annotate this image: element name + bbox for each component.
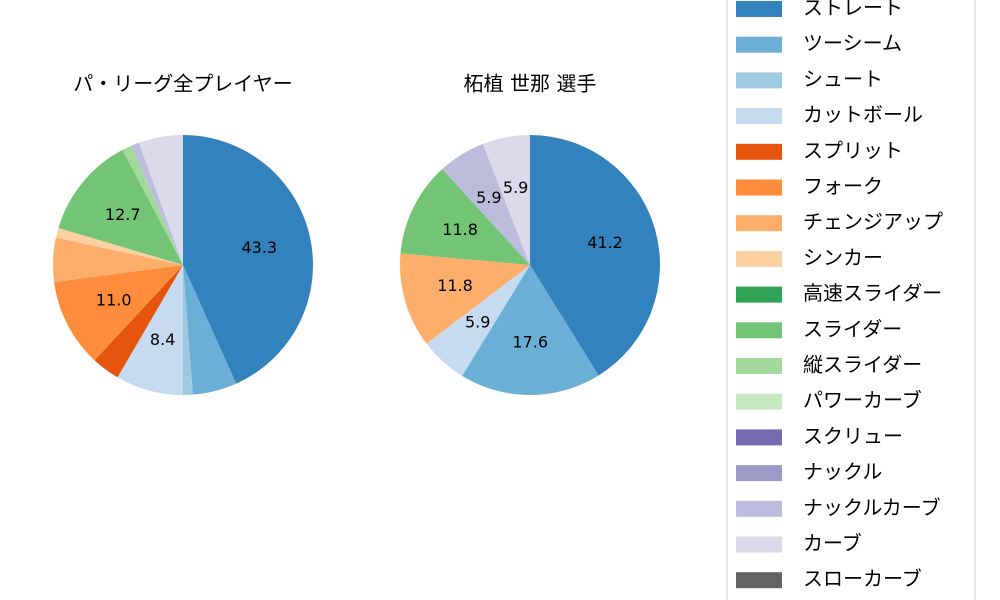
legend-swatch	[736, 500, 782, 517]
legend-label: カーブ	[803, 531, 862, 555]
data-label: 5.9	[503, 178, 528, 197]
data-label: 43.3	[241, 238, 277, 257]
pie-slice	[399, 253, 530, 344]
legend-label: シュート	[803, 67, 883, 91]
data-label: 11.8	[437, 276, 473, 295]
legend-swatch	[736, 536, 782, 553]
legend-swatch	[736, 1, 782, 17]
data-label: 8.4	[150, 330, 175, 349]
legend-swatch	[736, 108, 782, 125]
data-label: 5.9	[465, 312, 490, 331]
pie-slice	[183, 135, 313, 384]
pie-slice	[426, 265, 530, 376]
pie-slice	[131, 142, 183, 265]
legend-swatch	[736, 322, 782, 339]
legend-label: カットボール	[803, 103, 923, 127]
legend-label: 高速スライダー	[803, 281, 942, 305]
legend-label: フォーク	[803, 174, 883, 198]
legend-swatch	[736, 179, 782, 196]
pie-slice	[442, 143, 530, 265]
legend-swatch	[736, 465, 782, 482]
data-label: 12.7	[105, 205, 141, 224]
legend-label: 縦スライダー	[803, 353, 922, 377]
pie-slice	[530, 135, 660, 376]
pie-slice	[482, 135, 530, 265]
pie-slice	[55, 227, 184, 265]
legend-label: スライダー	[803, 317, 902, 341]
pie-slice	[54, 265, 184, 361]
data-label: 41.2	[587, 233, 623, 252]
data-label: 5.9	[476, 188, 501, 207]
pie-slice	[117, 265, 183, 395]
pie-slice	[400, 169, 530, 265]
pie-slice	[462, 265, 599, 395]
pie-slice	[138, 135, 183, 265]
legend-label: チェンジアップ	[803, 210, 943, 234]
legend-swatch	[736, 572, 782, 589]
legend-label: ナックルカーブ	[803, 495, 941, 519]
legend-label: ストレート	[803, 0, 903, 20]
data-label: 11.0	[96, 290, 132, 309]
legend-swatch	[736, 143, 782, 160]
data-label: 17.6	[512, 332, 548, 351]
legend-swatch	[736, 250, 782, 267]
pie-slice	[94, 265, 183, 378]
legend-swatch	[736, 286, 782, 303]
legend-label: スプリット	[803, 138, 903, 162]
legend-label: スクリュー	[803, 424, 903, 448]
data-label: 11.8	[442, 220, 478, 239]
legend-label: シンカー	[803, 245, 883, 269]
legend-swatch	[736, 36, 782, 53]
legend-swatch	[736, 429, 782, 446]
pie-slice	[53, 237, 184, 283]
pie-slice	[122, 145, 183, 265]
chart-title: 柘植 世那 選手	[464, 72, 597, 96]
pie-slice	[183, 265, 193, 395]
legend-swatch	[736, 358, 782, 374]
legend-label: ナックル	[803, 460, 882, 484]
legend-label: パワーカーブ	[803, 388, 922, 412]
legend-swatch	[736, 72, 782, 89]
legend-swatch	[736, 393, 782, 410]
pie-slice	[58, 149, 183, 265]
legend-label: ツーシーム	[803, 31, 902, 55]
pie-slice	[183, 265, 237, 395]
legend-label: スローカーブ	[803, 567, 922, 591]
chart-title: パ・リーグ全プレイヤー	[73, 72, 292, 96]
legend-swatch	[736, 215, 782, 232]
